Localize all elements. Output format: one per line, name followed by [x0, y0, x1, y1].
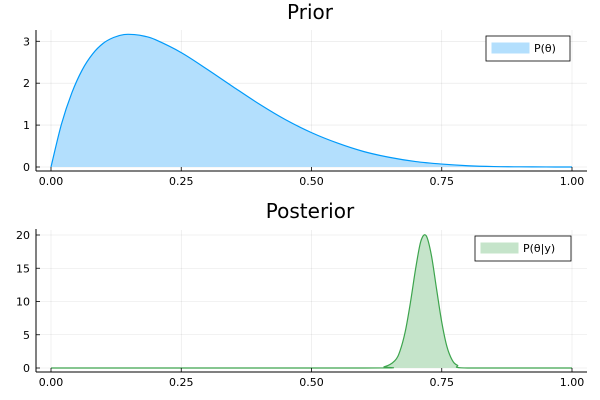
- prior-panel: Prior 0.00 0.25 0.50 0.75 1.00 0 1 2 3 P(θ): [23, 0, 587, 188]
- posterior-grid: [36, 230, 587, 372]
- posterior-x-tick-label: 0.00: [39, 376, 64, 389]
- posterior-legend-swatch: [480, 242, 519, 254]
- prior-y-tick-label: 0: [23, 161, 30, 174]
- posterior-y-tick-label: 0: [23, 362, 30, 375]
- posterior-title: Posterior: [266, 199, 355, 223]
- prior-legend: P(θ): [485, 35, 571, 62]
- posterior-x-tick-label: 0.50: [299, 376, 324, 389]
- prior-area: [51, 34, 572, 167]
- posterior-x-tick-label: 1.00: [560, 376, 585, 389]
- posterior-legend: P(θ|y): [474, 235, 572, 262]
- posterior-legend-label: P(θ|y): [523, 242, 555, 255]
- prior-y-tick-label: 3: [23, 35, 30, 48]
- prior-legend-swatch: [491, 42, 530, 54]
- posterior-y-tick-label: 5: [23, 329, 30, 342]
- prior-line: [50, 33, 573, 168]
- posterior-x-tick-label: 0.75: [430, 376, 455, 389]
- posterior-y-tick-label: 10: [16, 296, 30, 309]
- prior-y-tick-label: 1: [23, 119, 30, 132]
- posterior-y-tick-label: 15: [16, 262, 30, 275]
- prior-y-ticks: 0 1 2 3: [23, 35, 40, 174]
- prior-x-tick-label: 0.00: [39, 175, 64, 188]
- posterior-y-tick-label: 20: [16, 229, 30, 242]
- prior-x-tick-label: 0.25: [169, 175, 194, 188]
- prior-x-ticks: 0.00 0.25 0.50 0.75 1.00: [39, 167, 585, 188]
- posterior-area: [51, 234, 572, 368]
- prior-x-tick-label: 0.75: [430, 175, 455, 188]
- posterior-line: [51, 234, 572, 369]
- prior-x-tick-label: 0.50: [299, 175, 324, 188]
- prior-y-tick-label: 2: [23, 77, 30, 90]
- posterior-x-ticks: 0.00 0.25 0.50 0.75 1.00: [39, 368, 585, 389]
- prior-title: Prior: [287, 0, 334, 24]
- prior-x-tick-label: 1.00: [560, 175, 585, 188]
- posterior-panel: Posterior 0.00 0.25 0.50 0.75 1.00 05101520 …: [16, 199, 587, 389]
- prior-legend-label: P(θ): [534, 42, 556, 55]
- posterior-y-ticks: 0 5 10 15 20: [16, 229, 40, 375]
- posterior-x-tick-label: 0.25: [169, 376, 194, 389]
